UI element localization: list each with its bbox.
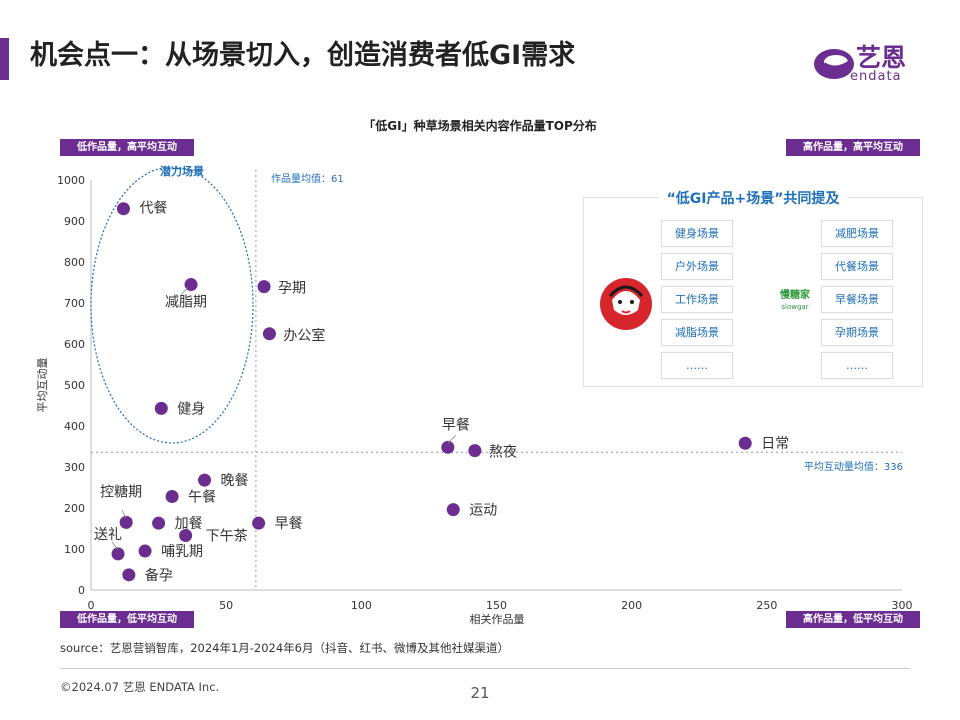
data-point [179,528,193,542]
slowgar-brand-en: slowgar [781,303,809,311]
y-tick-label: 300 [64,461,85,474]
data-point-label: 代餐 [139,201,167,217]
title-accent-bar [0,38,9,80]
y-tick-label: 200 [64,502,85,515]
point-leader-line [447,435,457,444]
data-point [446,503,460,517]
y-tick-label: 1000 [57,174,85,187]
chart-title: 「低GI」种草场景相关内容作品量TOP分布 [363,119,597,133]
scene-tag: 减肥场景 [821,220,893,247]
data-point-label: 加餐 [175,516,203,532]
data-point [441,440,455,454]
scene-tag: …… [661,352,733,379]
scene-tag: 减脂场景 [661,319,733,346]
data-point-label: 哺乳期 [161,544,203,560]
data-point-label: 运动 [469,503,497,519]
data-point [122,568,136,582]
data-point-label: 备孕 [145,567,173,584]
x-tick-label: 100 [351,599,372,612]
data-point-label: 日常 [761,436,789,452]
data-point [152,516,166,530]
data-point [252,516,266,530]
x-tick-label: 0 [88,599,95,612]
footer-divider [60,668,910,669]
page-number: 21 [470,684,490,702]
slowgar-brand-cn: 慢糖家 [780,290,810,301]
scene-tag: 户外场景 [661,253,733,280]
y-tick-label: 500 [64,379,85,392]
data-point-label: 送礼 [94,527,122,543]
data-point [738,436,752,450]
data-point [165,490,179,504]
data-point [154,401,168,415]
co-mention-title: “低GI产品+场景”共同提及 [584,188,922,208]
quadrant-label-bottom-right: 高作品量，低平均互动 [786,611,920,628]
x-tick-label: 300 [892,599,913,612]
endata-logo-mark-icon [814,49,854,79]
point-leader-line [111,541,119,551]
logo-text-en: endata [850,69,902,84]
data-point [116,202,130,216]
scene-tag: 孕期场景 [821,319,893,346]
data-point-label: 减脂期 [165,295,207,311]
data-point [468,444,482,458]
scene-tag: …… [821,352,893,379]
endata-logo: 艺恩 endata [812,38,930,84]
scene-tag: 健身场景 [661,220,733,247]
data-point-label: 早餐 [442,417,470,433]
x-mean-label: 作品量均值：61 [271,172,344,185]
point-leader-line [180,287,189,295]
data-point [198,473,212,487]
data-point-label: 办公室 [283,327,325,344]
scene-tag: 早餐场景 [821,286,893,313]
y-tick-label: 800 [64,256,85,269]
data-point-label: 午餐 [188,490,216,506]
point-leader-line [121,510,127,519]
data-point-label: 早餐 [275,516,303,532]
x-axis-label: 相关作品量 [470,612,525,626]
data-point [262,327,276,341]
x-tick-label: 250 [756,599,777,612]
y-tick-label: 600 [64,338,85,351]
quadrant-label-bottom-left: 低作品量，低平均互动 [60,611,194,628]
quadrant-label-top-right: 高作品量，高平均互动 [786,139,920,156]
data-point-label: 健身 [177,401,205,417]
data-point [138,544,152,558]
y-tick-label: 100 [64,543,85,556]
data-point [119,515,133,529]
y-tick-label: 700 [64,297,85,310]
y-tick-label: 400 [64,420,85,433]
data-point [111,547,125,561]
highlight-ellipse [90,166,254,444]
x-tick-label: 50 [219,599,233,612]
highlight-label: 潜力场景 [160,164,204,178]
data-point [257,280,271,294]
y-tick-label: 0 [78,584,85,597]
data-point-label: 晚餐 [221,473,249,489]
source-note: source：艺恩营销智库，2024年1月-2024年6月（抖音、红书、微博及其… [60,641,510,655]
page-title: 机会点一：从场景切入，创造消费者低GI需求 [30,40,576,71]
x-tick-label: 150 [486,599,507,612]
y-axis-label: 平均互动量 [36,358,49,413]
co-mention-panel: “低GI产品+场景”共同提及 健身场景户外场景工作场景减脂场景 …… 慢糖家 sl… [583,191,923,387]
data-point-label: 孕期 [278,281,306,297]
scene-tag: 工作场景 [661,286,733,313]
x-tick-label: 200 [621,599,642,612]
data-point-label: 熬夜 [489,445,517,461]
data-point-label: 控糖期 [100,484,142,500]
quadrant-label-top-left: 低作品量，高平均互动 [60,139,194,156]
opera-mask-brand-logo-icon [600,278,652,330]
data-point-label: 下午茶 [206,528,248,544]
copyright: ©2024.07 艺恩 ENDATA Inc. [60,680,220,694]
scene-tag: 代餐场景 [821,253,893,280]
y-mean-label: 平均互动量均值：336 [804,460,903,473]
logo-text-cn: 艺恩 [856,43,907,72]
y-tick-label: 900 [64,215,85,228]
